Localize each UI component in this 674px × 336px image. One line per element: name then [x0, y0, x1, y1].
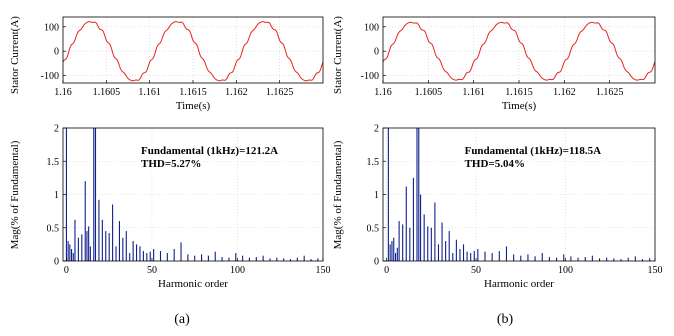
y-tick-label: 0.5: [367, 223, 380, 234]
y-axis-label: Stator Current(A): [9, 16, 21, 94]
y-axis-label: Mag(% of Fundamental): [332, 140, 344, 249]
x-axis-label: Harmonic order: [484, 278, 554, 290]
x-axis-label: Harmonic order: [158, 278, 228, 290]
y-tick-label: 0.5: [47, 223, 60, 234]
x-axis-label: Time(s): [502, 100, 537, 112]
x-axis-label: Time(s): [176, 100, 211, 112]
stator-current-waveform: [383, 21, 655, 81]
x-tick-label: 1.162: [553, 87, 576, 98]
x-tick-label: 0: [64, 265, 69, 276]
y-tick-label: -100: [41, 71, 59, 82]
x-tick-label: 100: [230, 265, 245, 276]
x-tick-label: 1.1615: [179, 87, 207, 98]
x-tick-label: 1.1605: [93, 87, 121, 98]
y-tick-label: 1.5: [47, 157, 60, 168]
x-tick-label: 1.161: [462, 87, 485, 98]
caption-a: (a): [174, 312, 190, 327]
x-tick-label: 150: [648, 265, 663, 276]
x-tick-label: 1.16: [54, 87, 72, 98]
stator-current-waveform: [63, 21, 323, 82]
y-tick-label: 0: [54, 257, 59, 268]
thd-annotation: THD=5.04%: [465, 158, 525, 170]
y-tick-label: 100: [44, 22, 59, 33]
x-tick-label: 0: [384, 265, 389, 276]
panel-a-top: 1.16 1.1605 1.161 1.1615 1.162 1.1625 100 0 -100…: [9, 16, 324, 112]
y-tick-label: 0: [374, 47, 379, 58]
thd-annotation: THD=5.27%: [141, 158, 201, 170]
x-tick-label: 1.1625: [596, 87, 624, 98]
x-tick-label: 1.1605: [415, 87, 443, 98]
x-tick-label: 50: [471, 265, 481, 276]
y-tick-label: -100: [361, 71, 379, 82]
fundamental-annotation: Fundamental (1kHz)=121.2A: [141, 145, 278, 157]
y-tick-label: 2: [374, 124, 379, 135]
x-tick-label: 1.1625: [266, 87, 294, 98]
fundamental-annotation: Fundamental (1kHz)=118.5A: [465, 145, 601, 157]
x-tick-label: 1.162: [225, 87, 248, 98]
x-tick-label: 1.1615: [505, 87, 533, 98]
x-tick-label: 100: [558, 265, 573, 276]
x-tick-label: 1.16: [374, 87, 392, 98]
y-tick-label: 1: [374, 190, 379, 201]
y-tick-label: 1.5: [367, 157, 380, 168]
y-tick-label: 1: [54, 190, 59, 201]
y-tick-label: 0: [374, 257, 379, 268]
x-tick-label: 150: [316, 265, 331, 276]
y-tick-label: 100: [364, 22, 379, 33]
y-tick-label: 2: [54, 124, 59, 135]
caption-b: (b): [497, 312, 514, 327]
y-tick-label: 0: [54, 47, 59, 58]
panel-b-top: 1.16 1.1605 1.161 1.1615 1.162 1.1625 100 0 -100…: [332, 16, 656, 112]
y-axis-label: Stator Current(A): [332, 16, 344, 94]
y-axis-label: Mag(% of Fundamental): [9, 140, 21, 249]
x-tick-label: 1.161: [138, 87, 161, 98]
x-tick-label: 50: [147, 265, 157, 276]
